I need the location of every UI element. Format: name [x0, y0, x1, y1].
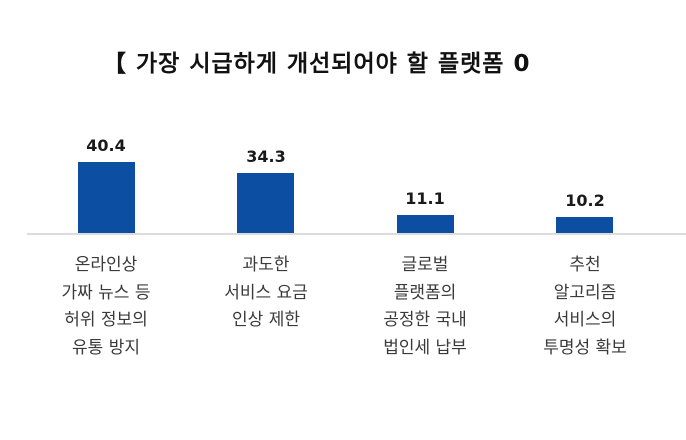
data-label-4: 10.2 [565, 191, 605, 210]
category-label-2-line-2: 서비스 요금 [224, 282, 308, 303]
category-label-4-line-1: 추천 [569, 255, 601, 275]
category-label-1-line-1: 온라인상 [74, 255, 138, 275]
category-label-3-line-3: 공정한 국내 [383, 310, 467, 330]
category-label-4-line-3: 서비스의 [553, 310, 617, 330]
data-label-2: 34.3 [246, 147, 286, 166]
chart-title: 【 가장 시급하게 개선되어야 할 플랫폼 0 [103, 51, 531, 77]
bar-4 [556, 217, 613, 233]
category-label-4-line-2: 알고리즘 [553, 282, 617, 303]
data-label-3: 11.1 [405, 189, 445, 208]
category-label-1-line-4: 유통 방지 [72, 337, 140, 358]
category-label-2-line-3: 인상 제한 [232, 310, 300, 330]
category-label-2: 과도한 서비스 요금 인상 제한 [191, 252, 341, 335]
category-label-3: 글로벌 플랫폼의 공정한 국내 법인세 납부 [350, 252, 500, 362]
bar-3 [397, 215, 454, 233]
category-label-3-line-1: 글로벌 [401, 255, 449, 275]
data-label-1: 40.4 [86, 136, 126, 155]
category-label-3-line-2: 플랫폼의 [393, 282, 457, 303]
category-label-4-line-4: 투명성 확보 [543, 337, 627, 358]
x-axis-baseline [27, 233, 686, 235]
bar-1 [78, 162, 135, 233]
category-label-2-line-1: 과도한 [242, 255, 290, 275]
category-label-1-line-3: 허위 정보의 [64, 310, 148, 330]
category-label-3-line-4: 법인세 납부 [383, 337, 467, 358]
category-label-4: 추천 알고리즘 서비스의 투명성 확보 [510, 252, 660, 362]
category-label-1: 온라인상 가짜 뉴스 등 허위 정보의 유통 방지 [31, 252, 181, 362]
category-label-1-line-2: 가짜 뉴스 등 [61, 282, 151, 303]
bar-2 [237, 173, 294, 233]
